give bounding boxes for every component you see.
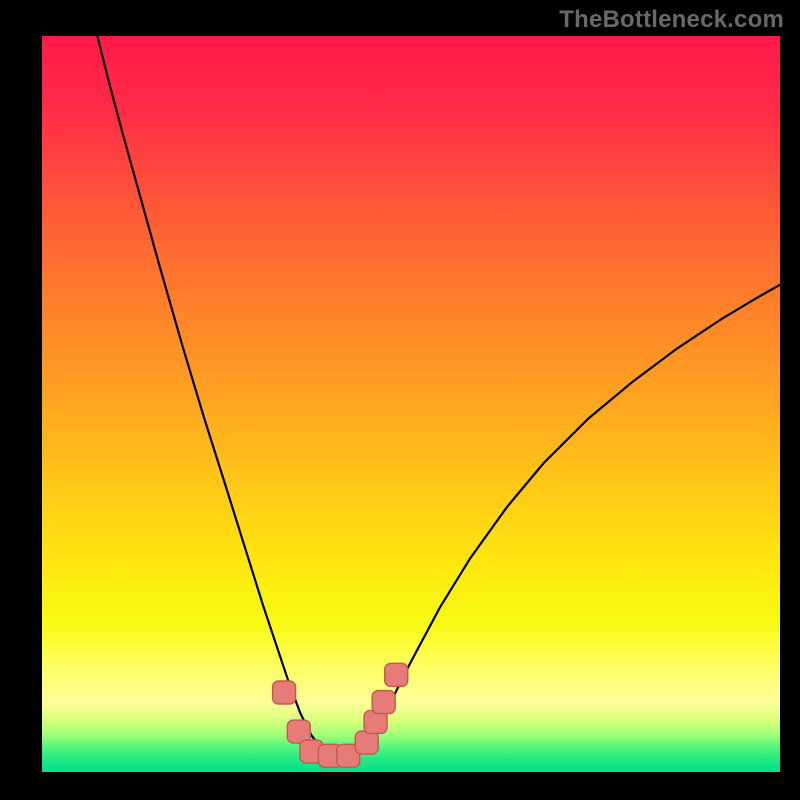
curve-marker	[385, 663, 408, 686]
chart-frame	[0, 0, 800, 800]
curve-marker	[372, 691, 395, 714]
curve-marker	[273, 681, 296, 704]
curve-marker	[355, 731, 378, 754]
bottleneck-curve-chart	[42, 36, 780, 772]
watermark-text: TheBottleneck.com	[559, 6, 784, 34]
